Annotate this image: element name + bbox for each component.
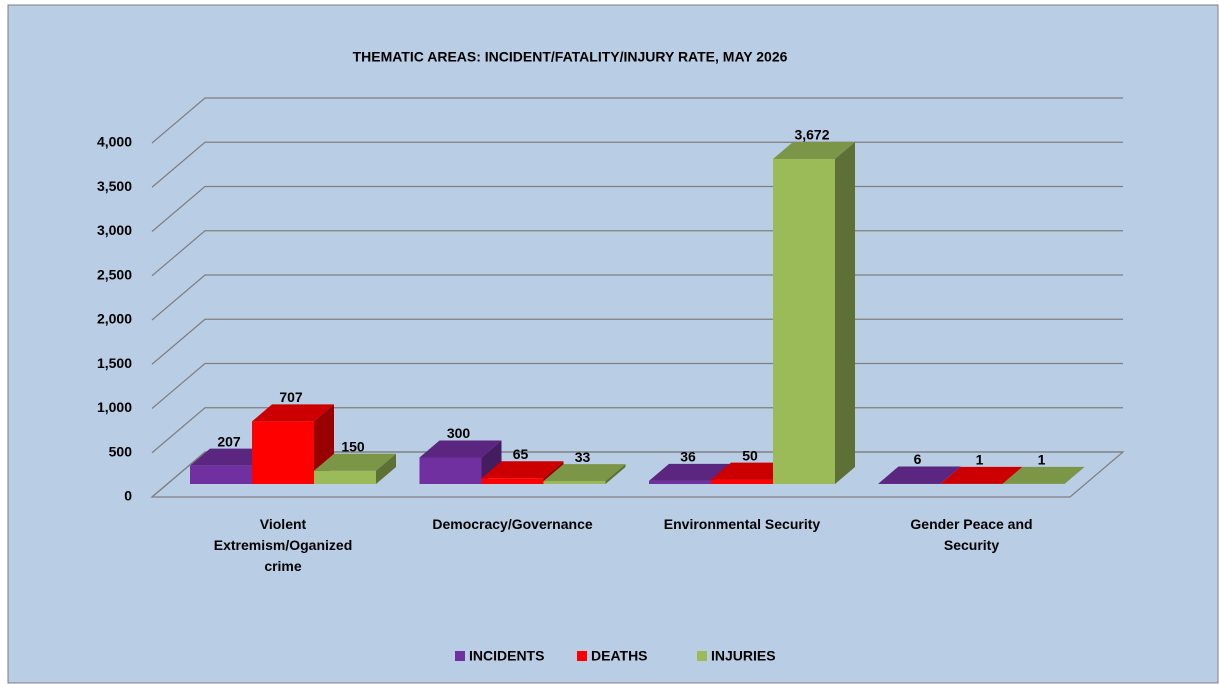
x-tick-label: Environmental Security bbox=[663, 516, 821, 532]
bar-front bbox=[190, 465, 252, 484]
legend-swatch bbox=[455, 651, 465, 661]
legend-swatch bbox=[697, 651, 707, 661]
y-tick-label: 0 bbox=[124, 488, 132, 504]
bar-top bbox=[649, 463, 731, 481]
bar-top bbox=[543, 464, 626, 482]
bar-front bbox=[252, 421, 314, 484]
bar-top bbox=[1002, 466, 1085, 484]
legend-label: INJURIES bbox=[711, 648, 776, 664]
bar-front bbox=[419, 457, 482, 484]
data-label: 207 bbox=[217, 433, 241, 449]
bar-top bbox=[878, 466, 961, 484]
bar-top bbox=[190, 448, 272, 466]
legend-label: INCIDENTS bbox=[469, 648, 544, 664]
bar-side bbox=[376, 453, 396, 484]
x-tick-label: Violent Extremism/Oganized crime bbox=[213, 516, 353, 574]
chart-background bbox=[7, 4, 1219, 684]
data-label: 707 bbox=[279, 389, 303, 405]
data-label: 150 bbox=[341, 438, 365, 454]
bar-side bbox=[605, 464, 626, 484]
bar-front bbox=[481, 478, 544, 484]
y-tick-label: 1,500 bbox=[97, 355, 132, 371]
bar-front bbox=[711, 479, 773, 484]
data-label: 6 bbox=[914, 451, 922, 467]
bar-top bbox=[419, 440, 502, 458]
grid-line bbox=[151, 97, 1123, 144]
chart-title: THEMATIC AREAS: INCIDENT/FATALITY/INJURY… bbox=[353, 49, 788, 65]
data-label: 1 bbox=[1038, 452, 1046, 468]
bar-top bbox=[773, 142, 855, 160]
bar-top bbox=[252, 404, 334, 422]
bar-top bbox=[940, 466, 1023, 484]
x-tick-label: Democracy/Governance bbox=[432, 516, 593, 532]
bar-top bbox=[711, 462, 793, 480]
y-tick-label: 3,000 bbox=[97, 222, 132, 238]
bar-front bbox=[649, 480, 711, 484]
data-label: 3,672 bbox=[794, 127, 829, 143]
bar-side bbox=[481, 440, 502, 484]
data-label: 33 bbox=[575, 449, 591, 465]
bar-front bbox=[543, 481, 606, 484]
bar-top bbox=[314, 453, 396, 471]
y-tick-label: 500 bbox=[109, 443, 133, 459]
y-tick-label: 4,000 bbox=[97, 134, 132, 150]
bar-top bbox=[481, 461, 564, 479]
bar-side bbox=[940, 466, 961, 484]
data-label: 1 bbox=[976, 452, 984, 468]
y-tick-label: 2,500 bbox=[97, 266, 132, 282]
data-label: 300 bbox=[447, 425, 471, 441]
legend-label: DEATHS bbox=[591, 648, 648, 664]
bar-front bbox=[773, 159, 835, 484]
y-tick-label: 3,500 bbox=[97, 178, 132, 194]
data-label: 65 bbox=[513, 446, 529, 462]
bar-front bbox=[314, 470, 376, 484]
data-label: 36 bbox=[680, 449, 696, 465]
bar-front bbox=[878, 483, 941, 484]
bar-side bbox=[1064, 466, 1085, 484]
bar-side bbox=[835, 142, 855, 484]
x-tick-label: Gender Peace and Security bbox=[910, 516, 1033, 553]
y-tick-label: 2,000 bbox=[97, 311, 132, 327]
data-label: 50 bbox=[742, 447, 758, 463]
y-tick-label: 1,000 bbox=[97, 399, 132, 415]
legend-swatch bbox=[577, 651, 587, 661]
